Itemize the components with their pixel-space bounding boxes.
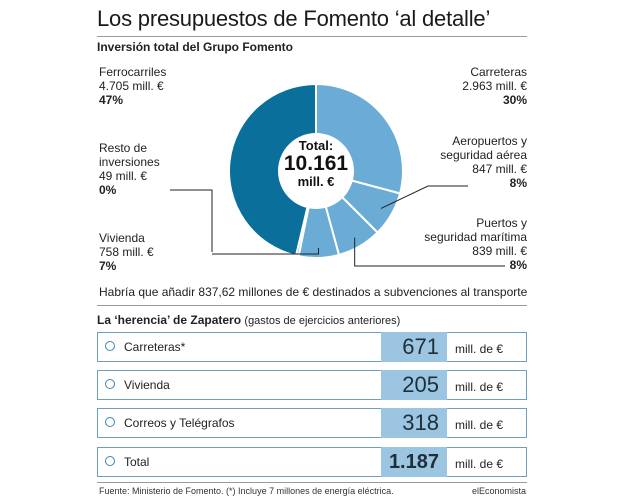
label-pct: 30% [502, 93, 527, 107]
center-total-value: 10.161 [283, 152, 349, 175]
row-value-box: 318 [381, 408, 447, 438]
herencia-total-row: Total 1.187 mill. de € [97, 447, 527, 477]
label-pct: 47% [99, 93, 124, 107]
row-value: 205 [402, 372, 439, 397]
label-value: 2.963 mill. € [462, 79, 527, 93]
label-name-line2: inversiones [99, 155, 160, 169]
source-note: Fuente: Ministerio de Fomento. (*) Inclu… [99, 486, 394, 496]
row-unit: mill. de € [455, 380, 504, 394]
row-value-box: 205 [381, 370, 447, 400]
row-unit: mill. de € [455, 457, 504, 471]
label-carreteras: Carreteras 2.963 mill. € 30% [462, 65, 527, 107]
center-total-unit: mill. € [297, 174, 335, 189]
herencia-subtitle: (gastos de ejercicios anteriores) [244, 315, 401, 327]
label-name: Carreteras [470, 65, 527, 79]
label-resto: Resto de inversiones 49 mill. € 0% [99, 141, 160, 197]
pie-chart [170, 82, 505, 267]
label-name-line1: Puertos y [476, 216, 527, 230]
row-name: Correos y Telégrafos [124, 416, 235, 430]
label-name-line1: Aeropuertos y [452, 134, 527, 148]
label-pct: 8% [509, 258, 527, 272]
chart-subtitle: Inversión total del Grupo Fomento [97, 40, 294, 54]
label-value: 49 mill. € [99, 169, 148, 183]
label-vivienda: Vivienda 758 mill. € 7% [99, 231, 154, 273]
label-value: 758 mill. € [99, 245, 154, 259]
label-value: 4.705 mill. € [99, 79, 164, 93]
leader-aeropuertos [380, 185, 468, 209]
pie-center-disc [278, 133, 354, 209]
row-unit: mill. de € [455, 418, 504, 432]
transport-note: Habría que añadir 837,62 millones de € d… [99, 285, 528, 299]
label-name: Vivienda [99, 231, 145, 245]
row-value: 671 [402, 334, 439, 359]
label-aeropuertos: Aeropuertos y seguridad aérea 847 mill. … [440, 134, 527, 190]
label-ferrocarriles: Ferrocarriles 4.705 mill. € 47% [99, 65, 166, 107]
herencia-title: La ‘herencia’ de Zapatero [97, 313, 242, 327]
label-name-line2: seguridad aérea [440, 148, 527, 162]
footer-divider [97, 482, 527, 483]
circle-bullet-icon [105, 417, 115, 427]
label-pct: 7% [99, 259, 117, 273]
circle-bullet-icon [105, 379, 115, 389]
title-divider [97, 36, 527, 37]
herencia-heading: La ‘herencia’ de Zapatero (gastos de eje… [97, 313, 400, 327]
row-value-box: 671 [381, 332, 447, 362]
herencia-row: Carreteras* 671 mill. de € [97, 332, 527, 362]
center-total-label: Total: [298, 138, 334, 153]
herencia-row: Correos y Telégrafos 318 mill. de € [97, 408, 527, 438]
row-value-box: 1.187 [381, 447, 447, 477]
row-name: Carreteras* [124, 340, 186, 354]
label-value: 839 mill. € [472, 244, 527, 258]
leader-puertos [354, 237, 505, 267]
brand-logo: elEconomista [471, 486, 526, 496]
row-value: 318 [402, 410, 439, 435]
label-name-line1: Resto de [99, 141, 148, 155]
label-pct: 8% [509, 176, 527, 190]
circle-bullet-icon [105, 341, 115, 351]
row-name: Total [124, 455, 150, 469]
circle-bullet-icon [105, 456, 115, 466]
leader-vivienda [212, 247, 319, 255]
label-puertos: Puertos y seguridad marítima 839 mill. €… [424, 216, 527, 272]
label-name-line2: seguridad marítima [424, 230, 527, 244]
label-value: 847 mill. € [472, 162, 527, 176]
row-unit: mill. de € [455, 342, 504, 356]
herencia-row: Vivienda 205 mill. de € [97, 370, 527, 400]
pie-center-label: Total: 10.161 mill. € [276, 139, 356, 189]
label-pct: 0% [99, 183, 117, 197]
page-title: Los presupuestos de Fomento ‘al detalle’ [97, 6, 491, 31]
leader-resto [170, 189, 213, 252]
row-name: Vivienda [124, 378, 170, 392]
row-value: 1.187 [388, 451, 439, 473]
pie-slice-ferrocarriles [228, 82, 317, 257]
label-name: Ferrocarriles [99, 65, 167, 79]
section-divider [97, 305, 527, 306]
